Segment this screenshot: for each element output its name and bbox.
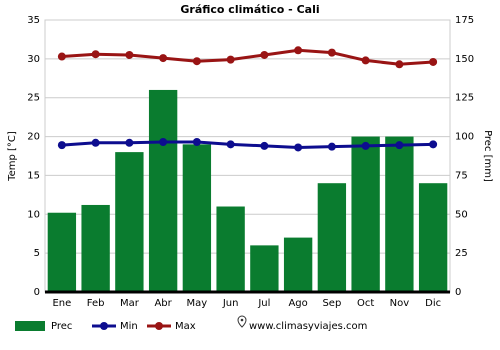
y2-axis-label: Prec [mm] [482, 130, 493, 182]
chart-title: Gráfico climático - Cali [180, 3, 319, 16]
legend-swatch [15, 321, 45, 331]
x-tick-label: Dic [425, 298, 441, 309]
bar [47, 212, 77, 292]
x-tick-label: Mar [120, 298, 140, 309]
line-marker [429, 140, 438, 149]
x-tick-label: Ago [288, 298, 307, 309]
y-tick-label: 10 [27, 209, 40, 220]
y2-tick-label: 25 [455, 248, 468, 259]
x-tick-label: Nov [390, 298, 410, 309]
line-marker [260, 50, 269, 59]
source-icon [237, 315, 247, 328]
bar [115, 152, 144, 292]
line-marker [192, 138, 201, 147]
line-marker [395, 141, 404, 150]
bar [351, 136, 380, 292]
line-marker [226, 140, 235, 149]
legend-label: Min [120, 321, 138, 332]
x-tick-label: May [187, 298, 208, 309]
source-text: www.climasyviajes.com [249, 321, 367, 332]
bar [283, 237, 313, 292]
bar [81, 204, 110, 292]
line-marker [125, 138, 134, 147]
line-marker [226, 55, 235, 64]
line-marker [395, 60, 404, 69]
line [61, 140, 434, 149]
y-tick-label: 35 [27, 15, 40, 26]
line-marker [159, 138, 168, 147]
line-marker [361, 141, 370, 150]
y-tick-label: 20 [27, 132, 40, 143]
y-axis-label: Temp [°C] [7, 131, 18, 182]
line-marker [327, 142, 336, 151]
y-tick-label: 25 [27, 93, 40, 104]
bar [148, 89, 178, 292]
line-marker [57, 141, 66, 150]
line-marker [294, 143, 303, 152]
y2-tick-label: 175 [455, 15, 474, 26]
x-tick-label: Oct [357, 298, 374, 309]
legend-swatch [155, 322, 163, 330]
bar [216, 206, 245, 292]
line-marker [91, 138, 100, 147]
line-marker [57, 52, 66, 61]
line-marker [294, 46, 303, 55]
line-marker [159, 54, 168, 63]
line [61, 48, 434, 66]
bar [385, 136, 414, 292]
y-tick-label: 5 [34, 248, 40, 259]
x-tick-label: Sep [322, 298, 341, 309]
line-marker [125, 50, 134, 59]
y2-tick-label: 150 [455, 54, 474, 65]
line-marker [429, 57, 438, 66]
bar [250, 245, 279, 292]
line-marker [361, 56, 370, 65]
y2-tick-label: 50 [455, 209, 468, 220]
y2-tick-label: 75 [455, 170, 468, 181]
y2-tick-label: 125 [455, 93, 474, 104]
y-tick-label: 30 [27, 54, 40, 65]
y2-tick-label: 100 [455, 132, 474, 143]
bar [317, 183, 347, 292]
line-marker [192, 57, 201, 66]
x-tick-label: Ene [52, 298, 71, 309]
line-marker [91, 50, 100, 59]
legend-swatch [100, 322, 108, 330]
y-tick-label: 0 [34, 287, 40, 298]
x-tick-label: Abr [154, 298, 172, 309]
x-tick-label: Feb [87, 298, 105, 309]
bar [182, 144, 212, 292]
x-tick-label: Jul [257, 298, 270, 309]
legend-label: Max [175, 321, 196, 332]
line-marker [327, 48, 336, 57]
x-tick-label: Jun [222, 298, 239, 309]
legend-label: Prec [51, 321, 72, 332]
y2-tick-label: 0 [455, 287, 461, 298]
line-marker [260, 141, 269, 150]
y-tick-label: 15 [27, 170, 40, 181]
bar [418, 183, 448, 292]
